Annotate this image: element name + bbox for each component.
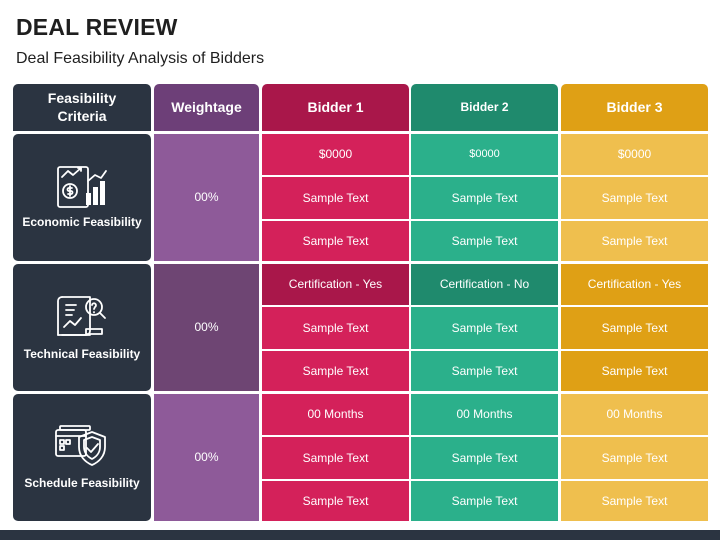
bidder2-cell: Sample Text (411, 481, 558, 521)
criteria-label: Technical Feasibility (23, 347, 141, 361)
weightage-value: 00% (154, 134, 259, 261)
header-bidder-3: Bidder 3 (561, 84, 708, 131)
weightage-value: 00% (154, 264, 259, 391)
document-magnifier-icon (56, 293, 108, 341)
bidder2-cell: Sample Text (411, 177, 558, 219)
bidder1-cell: Sample Text (262, 437, 409, 479)
criteria-schedule: Schedule Feasibility (13, 394, 151, 521)
bidder3-cell: Sample Text (561, 221, 708, 261)
page-title: DEAL REVIEW (16, 14, 178, 40)
bidder2-cell: $0000 (411, 134, 558, 175)
criteria-technical: Technical Feasibility (13, 264, 151, 391)
header-bidder-1: Bidder 1 (262, 84, 409, 131)
bidder3-cell: Sample Text (561, 307, 708, 349)
page-subtitle: Deal Feasibility Analysis of Bidders (16, 50, 265, 67)
bidder1-cell: Certification - Yes (262, 264, 409, 305)
criteria-label: Schedule Feasibility (24, 476, 140, 490)
footer-bar (0, 530, 720, 540)
bidder2-cell: Certification - No (411, 264, 558, 305)
header-criteria: Feasibility Criteria (13, 84, 151, 131)
bidder2-cell: Sample Text (411, 307, 558, 349)
bidder1-cell: Sample Text (262, 221, 409, 261)
bidder2-cell: Sample Text (411, 437, 558, 479)
bidder1-cell: Sample Text (262, 481, 409, 521)
bidder3-cell: 00 Months (561, 394, 708, 435)
bidder2-cell: 00 Months (411, 394, 558, 435)
header-weightage: Weightage (154, 84, 259, 131)
criteria-economic: Economic Feasibility (13, 134, 151, 261)
bidder1-cell: $0000 (262, 134, 409, 175)
bidder1-cell: Sample Text (262, 177, 409, 219)
bidder2-cell: Sample Text (411, 351, 558, 391)
bidder3-cell: Certification - Yes (561, 264, 708, 305)
bidder1-cell: Sample Text (262, 351, 409, 391)
bidder3-cell: Sample Text (561, 437, 708, 479)
bidder3-cell: Sample Text (561, 481, 708, 521)
bidder1-cell: 00 Months (262, 394, 409, 435)
bidder3-cell: $0000 (561, 134, 708, 175)
weightage-value: 00% (154, 394, 259, 521)
growth-chart-money-icon (56, 165, 108, 209)
criteria-label: Economic Feasibility (22, 215, 142, 229)
header-bidder-2: Bidder 2 (411, 84, 558, 131)
bidder2-cell: Sample Text (411, 221, 558, 261)
bidder3-cell: Sample Text (561, 351, 708, 391)
bidder1-cell: Sample Text (262, 307, 409, 349)
bidder3-cell: Sample Text (561, 177, 708, 219)
calendar-shield-check-icon (54, 424, 110, 470)
